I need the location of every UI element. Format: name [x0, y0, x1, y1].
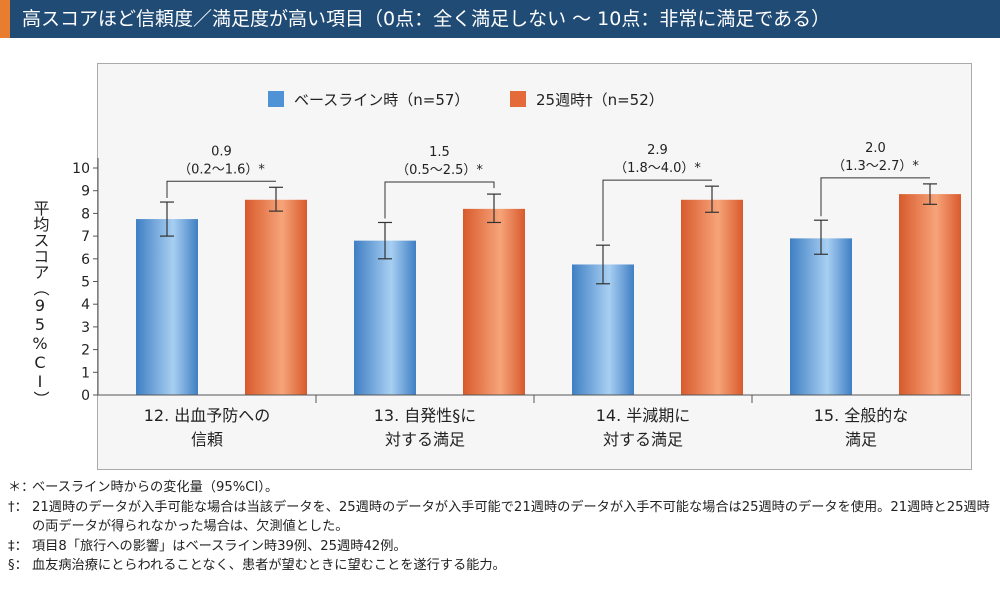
y-tick-label: 4: [81, 297, 90, 313]
category-label: 15. 全般的な: [814, 406, 909, 425]
difference-label: 0.9: [211, 144, 232, 159]
y-tick-label: 7: [81, 229, 90, 245]
header-accent: [0, 0, 10, 38]
footnote: ＊： ベースライン時からの変化量（95%CI）。: [8, 480, 279, 495]
y-tick-label: 6: [81, 252, 90, 268]
significance-bracket: [602, 179, 712, 242]
legend-swatch: [268, 91, 284, 107]
footnotes: ＊： ベースライン時からの変化量（95%CI）。 †： 21週時のデータが入手可能な…: [8, 478, 993, 576]
category-label: 14. 半減期に: [596, 406, 691, 425]
y-tick-label: 9: [81, 184, 90, 200]
significance-bracket: [384, 181, 495, 219]
bar: [681, 199, 743, 395]
page-title: 高スコアほど信頼度／満足度が高い項目（0点：全く満足しない 〜 10点：非常に満…: [22, 8, 831, 30]
bar: [572, 264, 634, 395]
y-tick-label: 3: [81, 320, 90, 336]
difference-label: 2.0: [865, 141, 886, 156]
y-tick-label: 5: [81, 275, 90, 291]
legend-label: 25週時†（n=52）: [536, 91, 664, 109]
bar: [245, 199, 307, 395]
y-tick-label: 1: [81, 365, 90, 381]
y-tick-label: 2: [81, 343, 90, 359]
y-tick-label: 10: [72, 161, 90, 177]
y-axis: 0 1 2 3 4 5 6 7 8 9 10: [72, 158, 99, 404]
y-tick-label: 8: [81, 206, 90, 222]
bars: 0.9 （0.2〜1.6）* 1.5 （0.5〜2.5）* 2.9 （1.8〜4.0）* 2…: [136, 141, 961, 395]
y-tick-label: 0: [81, 388, 90, 404]
significance-bracket: [820, 177, 930, 217]
footnote: †： 21週時のデータが入手可能な場合は当該データを、25週時のデータが入手可能で…: [8, 499, 990, 535]
header-banner: 高スコアほど信頼度／満足度が高い項目（0点：全く満足しない 〜 10点：非常に満…: [0, 0, 1000, 38]
difference-ci-label: （0.5〜2.5）*: [396, 163, 483, 178]
bar: [790, 238, 852, 395]
category-label: 12. 出血予防への: [144, 406, 271, 425]
footnote: ‡： 項目8「旅行への影響」はベースライン時39例、25週時42例。: [8, 538, 407, 554]
difference-label: 2.9: [647, 143, 668, 158]
y-axis-label: 平均スコア（95%CI）: [31, 200, 50, 407]
bar: [463, 208, 525, 395]
category-label: 信頼: [191, 430, 223, 449]
category-label: 対する満足: [603, 430, 683, 449]
bar-chart: 0 1 2 3 4 5 6 7 8 9 10 平均スコア（95%CI） ベースライン時（n=57） 2…: [31, 91, 970, 449]
difference-label: 1.5: [429, 145, 450, 160]
difference-ci-label: （1.3〜2.7）*: [832, 159, 919, 174]
difference-ci-label: （1.8〜4.0）*: [614, 161, 701, 176]
bar: [899, 194, 961, 395]
legend-label: ベースライン時（n=57）: [294, 91, 469, 109]
category-label: 13. 自発性§に: [374, 406, 477, 425]
difference-ci-label: （0.2〜1.6）*: [178, 162, 265, 177]
bar: [136, 219, 198, 395]
significance-bracket: [166, 180, 276, 199]
legend: ベースライン時（n=57） 25週時†（n=52）: [268, 91, 664, 109]
footnote: §： 血友病治療にとらわれることなく、患者が望むときに望むことを遂行する能力。: [8, 558, 506, 573]
category-label: 満足: [845, 430, 877, 449]
legend-swatch: [510, 91, 526, 107]
category-label: 対する満足: [385, 430, 465, 449]
bar: [354, 240, 416, 395]
